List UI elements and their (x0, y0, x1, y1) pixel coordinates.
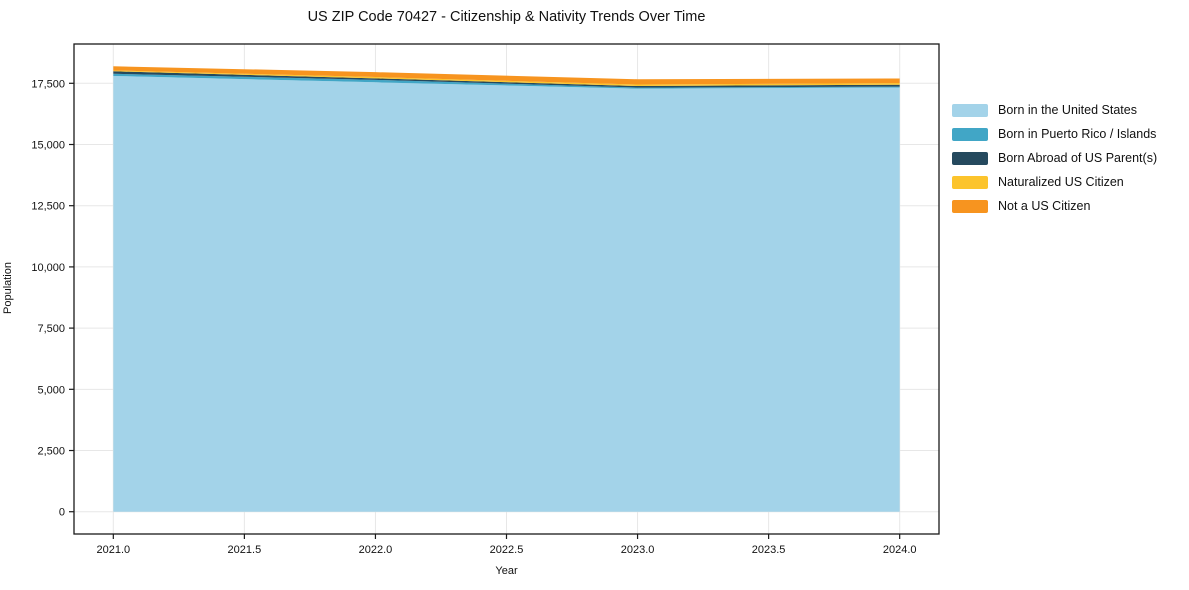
legend-label: Born Abroad of US Parent(s) (998, 151, 1158, 165)
legend-swatch-icon (952, 199, 988, 213)
legend: Born in the United States Born in Puerto… (952, 103, 1157, 213)
legend-swatch-icon (952, 127, 988, 141)
legend-item: Born in Puerto Rico / Islands (952, 127, 1157, 141)
legend-label: Born in Puerto Rico / Islands (998, 127, 1157, 141)
svg-text:2023.5: 2023.5 (752, 544, 786, 556)
svg-text:2024.0: 2024.0 (883, 544, 917, 556)
svg-text:2021.5: 2021.5 (228, 544, 262, 556)
svg-text:10,000: 10,000 (31, 262, 65, 274)
svg-text:2,500: 2,500 (37, 446, 65, 458)
svg-text:2022.0: 2022.0 (359, 544, 393, 556)
svg-text:12,500: 12,500 (31, 201, 65, 213)
svg-text:0: 0 (59, 507, 65, 519)
legend-label: Not a US Citizen (998, 199, 1091, 213)
legend-item: Naturalized US Citizen (952, 175, 1157, 189)
x-axis-label: Year (495, 565, 518, 577)
chart-title: US ZIP Code 70427 - Citizenship & Nativi… (307, 9, 706, 25)
svg-text:2022.5: 2022.5 (490, 544, 524, 556)
svg-text:5,000: 5,000 (37, 384, 65, 396)
legend-label: Born in the United States (998, 103, 1137, 117)
svg-text:7,500: 7,500 (37, 323, 65, 335)
legend-label: Naturalized US Citizen (998, 175, 1124, 189)
svg-text:17,500: 17,500 (31, 78, 65, 90)
svg-text:2021.0: 2021.0 (96, 544, 130, 556)
legend-swatch-icon (952, 103, 988, 117)
legend-swatch-icon (952, 151, 988, 165)
legend-item: Born in the United States (952, 103, 1157, 117)
svg-text:15,000: 15,000 (31, 139, 65, 151)
legend-swatch-icon (952, 175, 988, 189)
y-axis-label: Population (2, 262, 14, 314)
svg-text:2023.0: 2023.0 (621, 544, 655, 556)
legend-item: Born Abroad of US Parent(s) (952, 151, 1157, 165)
legend-item: Not a US Citizen (952, 199, 1157, 213)
